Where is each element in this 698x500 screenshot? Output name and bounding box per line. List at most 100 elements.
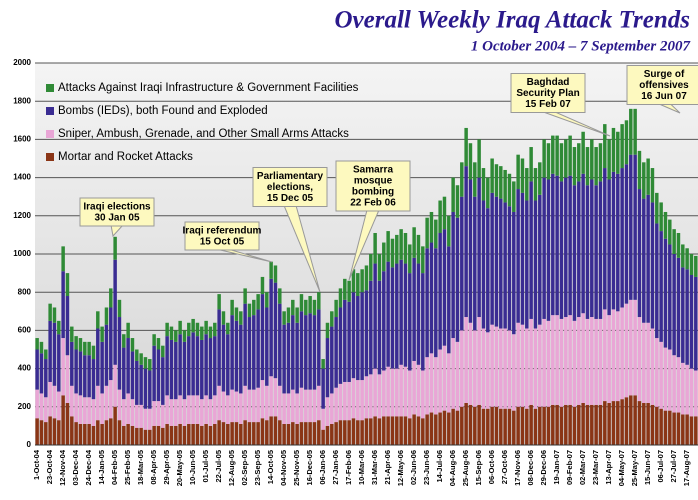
- bar-segment: [230, 299, 234, 316]
- bar-segment: [278, 420, 282, 445]
- bar-segment: [386, 231, 390, 262]
- bar-segment: [343, 420, 347, 445]
- bar-segment: [624, 397, 629, 445]
- bar-segment: [421, 370, 425, 419]
- annotation-text: 22 Feb 06: [350, 198, 396, 209]
- bar-segment: [425, 248, 429, 358]
- bar-segment: [542, 318, 546, 407]
- bar-segment: [187, 395, 191, 424]
- bar-segment: [161, 427, 165, 445]
- bar-segment: [412, 360, 416, 415]
- callout-box: [184, 221, 260, 251]
- bar-segment: [672, 412, 676, 445]
- bar-segment: [637, 150, 642, 190]
- bar-segment: [646, 158, 650, 195]
- bar-segment: [91, 345, 96, 360]
- x-tick-label: 04-Aug-06: [448, 450, 457, 486]
- bar-segment: [429, 353, 434, 413]
- legend-swatch: [46, 84, 54, 92]
- bar-segment: [503, 202, 507, 329]
- bar-segment: [672, 254, 676, 356]
- bar-segment: [512, 410, 516, 445]
- bar-segment: [624, 164, 629, 304]
- bar-segment: [356, 380, 360, 421]
- bar-segment: [395, 416, 399, 445]
- bar-segment: [126, 393, 130, 424]
- bar-segment: [464, 166, 468, 318]
- bar-segment: [104, 307, 109, 325]
- annotation-text: elections,: [267, 182, 313, 193]
- bar-segment: [143, 408, 148, 430]
- x-tick-label: 25-May-07: [630, 450, 639, 486]
- bar-segment: [360, 420, 364, 445]
- bar-segment: [533, 328, 538, 409]
- bar-segment: [516, 189, 520, 323]
- bar-segment: [130, 425, 135, 445]
- bar-segment: [694, 276, 698, 371]
- bar-segment: [334, 422, 338, 445]
- bar-segment: [325, 322, 330, 339]
- bar-segment: [44, 422, 48, 445]
- bar-segment: [507, 173, 512, 207]
- x-tick-label: 29-Dec-06: [539, 450, 548, 485]
- bar-segment: [195, 336, 200, 396]
- bar-segment: [577, 317, 581, 405]
- bar-segment: [330, 393, 334, 424]
- bar-segment: [499, 408, 503, 445]
- y-tick-label: 0: [27, 440, 32, 449]
- bar-segment: [685, 414, 689, 445]
- bar-segment: [312, 315, 317, 390]
- bar-segment: [364, 265, 369, 291]
- bar-segment: [460, 162, 464, 197]
- bar-segment: [668, 349, 672, 411]
- bar-segment: [520, 406, 525, 445]
- bar-segment: [265, 307, 269, 386]
- x-tick-label: 27-Oct-06: [500, 450, 509, 484]
- bar-segment: [646, 194, 650, 323]
- bar-segment: [217, 294, 221, 310]
- bar-segment: [282, 423, 286, 445]
- bar-segment: [477, 404, 481, 445]
- bar-segment: [109, 418, 113, 445]
- annotation-text: 15 Feb 07: [525, 99, 571, 110]
- bar-segment: [65, 402, 70, 445]
- bar-segment: [689, 368, 694, 417]
- bar-segment: [650, 168, 655, 203]
- bar-segment: [455, 185, 460, 218]
- bar-segment: [35, 418, 39, 445]
- bar-segment: [48, 416, 52, 445]
- bar-segment: [169, 399, 174, 426]
- bar-segment: [317, 292, 321, 310]
- callout-box: [510, 73, 586, 113]
- bar-segment: [343, 381, 347, 421]
- bar-segment: [455, 410, 460, 445]
- bar-segment: [429, 242, 434, 354]
- bar-segment: [260, 380, 265, 419]
- bar-segment: [178, 395, 182, 424]
- bar-segment: [672, 229, 676, 254]
- bar-segment: [486, 177, 490, 209]
- bar-segment: [555, 175, 559, 316]
- bar-segment: [386, 366, 390, 417]
- bar-segment: [156, 401, 161, 426]
- bar-segment: [161, 345, 165, 358]
- bar-segment: [546, 406, 551, 445]
- bar-segment: [681, 244, 685, 268]
- x-tick-label: 17-Feb-06: [344, 450, 353, 485]
- bar-segment: [273, 265, 278, 283]
- bar-segment: [520, 324, 525, 407]
- bar-segment: [70, 416, 74, 445]
- bar-segment: [399, 416, 403, 445]
- bar-segment: [611, 171, 616, 310]
- annotation-text: bombing: [352, 187, 394, 198]
- bar-segment: [581, 313, 585, 403]
- bar-segment: [373, 263, 377, 369]
- bar-segment: [377, 374, 382, 419]
- annotation-text: Samarra: [353, 165, 393, 176]
- bar-segment: [122, 399, 126, 426]
- bar-segment: [191, 332, 195, 396]
- bar-segment: [278, 303, 282, 386]
- bar-segment: [395, 368, 399, 417]
- bar-segment: [642, 322, 646, 403]
- bar-segment: [39, 393, 44, 421]
